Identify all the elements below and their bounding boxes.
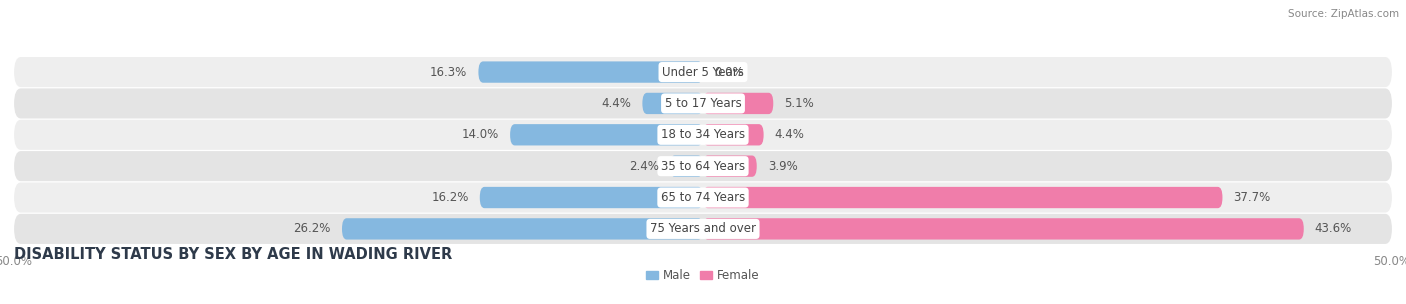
Text: 16.3%: 16.3% (430, 66, 467, 78)
FancyBboxPatch shape (643, 93, 703, 114)
FancyBboxPatch shape (14, 57, 1392, 87)
Text: 35 to 64 Years: 35 to 64 Years (661, 160, 745, 173)
Text: 18 to 34 Years: 18 to 34 Years (661, 128, 745, 141)
Text: 14.0%: 14.0% (461, 128, 499, 141)
FancyBboxPatch shape (703, 93, 773, 114)
FancyBboxPatch shape (342, 218, 703, 240)
FancyBboxPatch shape (703, 218, 1303, 240)
Text: 16.2%: 16.2% (432, 191, 468, 204)
Text: 65 to 74 Years: 65 to 74 Years (661, 191, 745, 204)
FancyBboxPatch shape (14, 151, 1392, 181)
Text: 0.0%: 0.0% (714, 66, 744, 78)
FancyBboxPatch shape (703, 156, 756, 177)
Text: 3.9%: 3.9% (768, 160, 797, 173)
Text: 5.1%: 5.1% (785, 97, 814, 110)
Text: 4.4%: 4.4% (775, 128, 804, 141)
FancyBboxPatch shape (14, 214, 1392, 244)
Text: 4.4%: 4.4% (602, 97, 631, 110)
Legend: Male, Female: Male, Female (641, 264, 765, 287)
Text: 43.6%: 43.6% (1315, 223, 1353, 235)
FancyBboxPatch shape (478, 61, 703, 83)
Text: 26.2%: 26.2% (294, 223, 330, 235)
FancyBboxPatch shape (14, 182, 1392, 212)
Text: Under 5 Years: Under 5 Years (662, 66, 744, 78)
Text: DISABILITY STATUS BY SEX BY AGE IN WADING RIVER: DISABILITY STATUS BY SEX BY AGE IN WADIN… (14, 247, 453, 262)
Text: 75 Years and over: 75 Years and over (650, 223, 756, 235)
Text: 5 to 17 Years: 5 to 17 Years (665, 97, 741, 110)
FancyBboxPatch shape (703, 124, 763, 145)
Text: 2.4%: 2.4% (628, 160, 659, 173)
FancyBboxPatch shape (669, 156, 703, 177)
FancyBboxPatch shape (510, 124, 703, 145)
FancyBboxPatch shape (479, 187, 703, 208)
Text: 37.7%: 37.7% (1233, 191, 1271, 204)
FancyBboxPatch shape (703, 187, 1222, 208)
FancyBboxPatch shape (14, 88, 1392, 119)
FancyBboxPatch shape (14, 120, 1392, 150)
Text: Source: ZipAtlas.com: Source: ZipAtlas.com (1288, 9, 1399, 19)
